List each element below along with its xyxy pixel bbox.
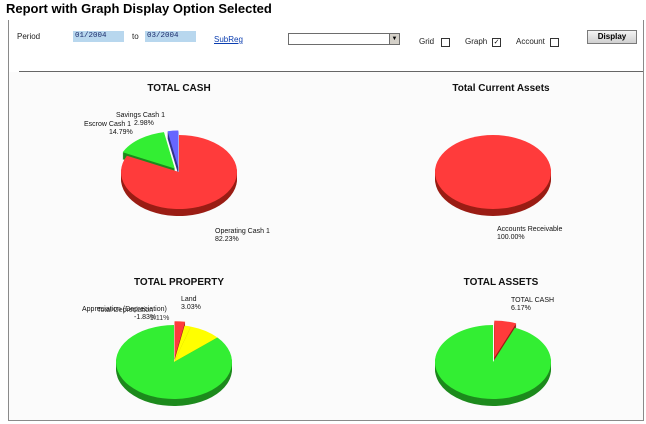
period-label: Period (17, 32, 41, 41)
pie-slice (174, 326, 218, 362)
account-checkbox[interactable] (550, 38, 559, 47)
pie-chart-total-assets (435, 320, 551, 406)
pie-chart-total-property (115, 321, 232, 406)
pie-chart-total-current-assets (435, 135, 551, 216)
display-button[interactable]: Display (587, 30, 637, 44)
pie-chart-total-cash (120, 130, 237, 216)
page-title: Report with Graph Display Option Selecte… (6, 1, 272, 16)
pie-label-accounts-receivable: Accounts Receivable 100.00% (497, 226, 563, 241)
pie-label-total-cash: TOTAL CASH 6.17% (511, 297, 555, 312)
pie-slice (435, 325, 551, 399)
graph-label: Graph (465, 37, 488, 46)
report-panel: Period 01/2004 to 03/2004 SubReg ▼ Grid … (8, 20, 644, 421)
pie-slice (122, 132, 175, 169)
pie-slice (174, 325, 191, 362)
subreg-link[interactable]: SubReg (214, 35, 243, 44)
chart-title-total-assets: TOTAL ASSETS (463, 277, 539, 288)
grid-checkbox[interactable] (441, 38, 450, 47)
chart-title-total-property: TOTAL PROPERTY (133, 277, 224, 288)
chevron-down-icon[interactable]: ▼ (389, 34, 399, 44)
period-from-input[interactable]: 01/2004 (73, 31, 124, 42)
pie-slice (120, 135, 237, 209)
pie-slice (115, 325, 232, 399)
pie-slice (174, 321, 186, 359)
pie-label-total-depreciation: Total Depreciation 9.11% (97, 307, 170, 322)
subreg-select[interactable]: ▼ (288, 33, 400, 45)
period-to-input[interactable]: 03/2004 (145, 31, 196, 42)
grid-label: Grid (419, 37, 435, 46)
pie-label-escrow-cash: Escrow Cash 1 14.79% (84, 121, 133, 136)
account-label: Account (516, 37, 545, 46)
pie-slice (167, 130, 179, 168)
pie-label-operating-cash: Operating Cash 1 82.23% (215, 228, 270, 243)
chart-title-total-current-assets: Total Current Assets (452, 83, 550, 94)
pie-label-appreciation: Appreciation (Depreciation) -1.83% (82, 306, 167, 321)
pie-label-land: Land 3.03% (181, 296, 201, 311)
pie-slice (435, 135, 551, 209)
pie-slice (494, 320, 517, 358)
graph-checkbox[interactable]: ✓ (492, 38, 501, 47)
to-label: to (132, 32, 139, 41)
chart-title-total-cash: TOTAL CASH (147, 83, 211, 94)
filter-toolbar: Period 01/2004 to 03/2004 SubReg ▼ Grid … (9, 20, 643, 72)
divider (19, 71, 643, 72)
pie-label-savings-cash: Savings Cash 1 2.98% (116, 112, 166, 127)
